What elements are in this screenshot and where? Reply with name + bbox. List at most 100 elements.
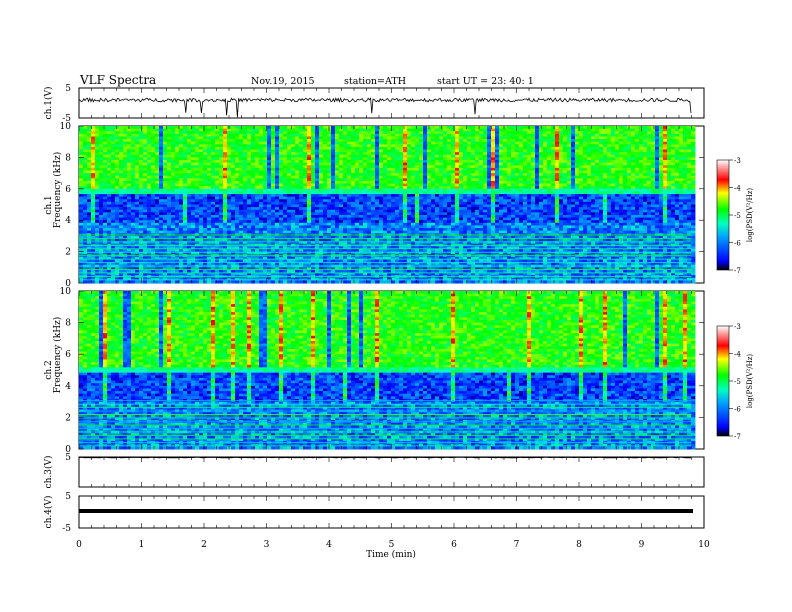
spectrogram-cell: [91, 141, 96, 145]
spectrogram-cell: [547, 162, 552, 166]
spectrogram-cell: [91, 154, 96, 158]
spectrogram-cell: [235, 126, 240, 130]
spectrogram-cell: [263, 180, 268, 184]
spectrogram-cell: [555, 204, 560, 208]
spectrogram-cell: [655, 207, 660, 211]
spectrogram-cell: [563, 199, 568, 203]
spectrogram-cell: [287, 183, 292, 187]
spectrogram-cell: [643, 131, 648, 135]
spectrogram-cell: [647, 183, 652, 187]
spectrogram-cell: [203, 194, 208, 198]
spectrogram-cell: [403, 154, 408, 158]
spectrogram-cell: [639, 154, 644, 158]
spectrogram-cell: [479, 201, 484, 205]
spectrogram-cell: [103, 209, 108, 213]
spectrogram-cell: [419, 152, 424, 156]
spectrogram-cell: [495, 144, 500, 148]
spectrogram-cell: [367, 180, 372, 184]
spectrogram-cell: [539, 180, 544, 184]
spectrogram-cell: [523, 194, 528, 198]
spectrogram-cell: [615, 204, 620, 208]
spectrogram-cell: [295, 136, 300, 140]
spectrogram-cell: [115, 173, 120, 177]
spectrogram-cell: [143, 133, 148, 137]
spectrogram-cell: [83, 160, 88, 164]
spectrogram-cell: [123, 194, 128, 198]
spectrogram-cell: [175, 209, 180, 213]
spectrogram-cell: [151, 167, 156, 171]
spectrogram-cell: [451, 128, 456, 132]
spectrogram-cell: [471, 196, 476, 200]
spectrogram-cell: [503, 186, 508, 190]
spectrogram-cell: [379, 201, 384, 205]
spectrogram-cell: [115, 170, 120, 174]
spectrogram-cell: [551, 162, 556, 166]
spectrogram-cell: [351, 152, 356, 156]
spectrogram-cell: [631, 207, 636, 211]
spectrogram-cell: [131, 133, 136, 137]
spectrogram-cell: [319, 131, 324, 135]
spectrogram-cell: [611, 167, 616, 171]
spectrogram-cell: [599, 175, 604, 179]
spectrogram-cell: [127, 186, 132, 190]
spectrogram-cell: [627, 186, 632, 190]
spectrogram-cell: [583, 178, 588, 182]
spectrogram-cell: [331, 170, 336, 174]
spectrogram-cell: [191, 162, 196, 166]
spectrogram-cell: [419, 162, 424, 166]
spectrogram-cell: [87, 157, 92, 161]
spectrogram-cell: [551, 139, 556, 143]
spectrogram-cell: [367, 167, 372, 171]
spectrogram-cell: [443, 162, 448, 166]
spectrogram-cell: [151, 144, 156, 148]
spectrogram-cell: [327, 173, 332, 177]
spectrogram-cell: [439, 199, 444, 203]
spectrogram-cell: [371, 162, 376, 166]
spectrogram-cell: [447, 175, 452, 179]
spectrogram-cell: [587, 133, 592, 137]
spectrogram-cell: [547, 133, 552, 137]
spectrogram-cell: [655, 146, 660, 150]
spectrogram-cell: [347, 152, 352, 156]
spectrogram-cell: [251, 196, 256, 200]
spectrogram-cell: [127, 173, 132, 177]
spectrogram-cell: [563, 191, 568, 195]
spectrogram-cell: [319, 191, 324, 195]
spectrogram-cell: [555, 162, 560, 166]
spectrogram-cell: [279, 128, 284, 132]
spectrogram-cell: [83, 194, 88, 198]
spectrogram-cell: [531, 133, 536, 137]
spectrogram-cell: [335, 131, 340, 135]
spectrogram-cell: [367, 133, 372, 137]
spectrogram-cell: [191, 196, 196, 200]
spectrogram-cell: [355, 183, 360, 187]
spectrogram-cell: [519, 128, 524, 132]
spectrogram-cell: [635, 162, 640, 166]
spectrogram-cell: [379, 207, 384, 211]
spectrogram-cell: [479, 170, 484, 174]
spectrogram-cell: [367, 139, 372, 143]
spectrogram-cell: [619, 157, 624, 161]
spectrogram-cell: [211, 149, 216, 153]
spectrogram-cell: [627, 139, 632, 143]
spectrogram-cell: [599, 136, 604, 140]
spectrogram-cell: [283, 131, 288, 135]
spectrogram-cell: [199, 209, 204, 213]
spectrogram-cell: [99, 207, 104, 211]
spectrogram-cell: [255, 133, 260, 137]
spectrogram-cell: [271, 180, 276, 184]
spectrogram-cell: [571, 207, 576, 211]
spectrogram-cell: [107, 126, 112, 130]
spectrogram-cell: [319, 183, 324, 187]
spectrogram-cell: [451, 194, 456, 198]
spectrogram-cell: [303, 160, 308, 164]
spectrogram-cell: [523, 136, 528, 140]
spectrogram-cell: [491, 128, 496, 132]
spectrogram-cell: [659, 201, 664, 205]
spectrogram-cell: [159, 149, 164, 153]
spectrogram-cell: [323, 139, 328, 143]
spectrogram-cell: [431, 167, 436, 171]
spectrogram-cell: [607, 139, 612, 143]
spectrogram-cell: [555, 175, 560, 179]
spectrogram-cell: [411, 201, 416, 205]
